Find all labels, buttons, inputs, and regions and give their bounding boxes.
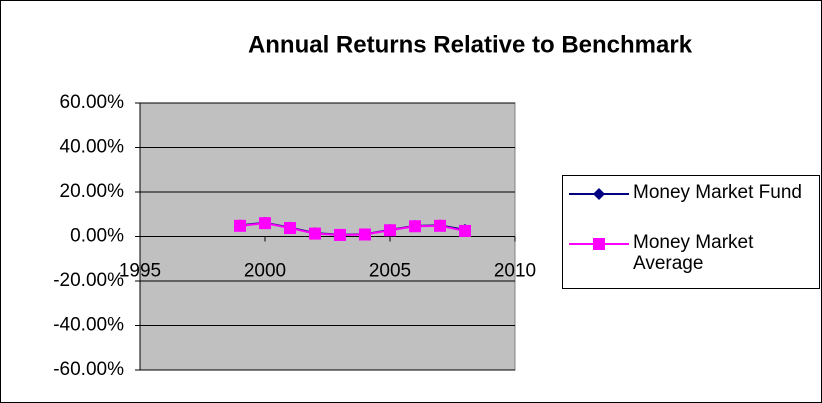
y-tick-label: 40.00% — [60, 137, 125, 158]
x-tick-label: 2000 — [244, 261, 286, 282]
data-point — [359, 228, 371, 241]
data-point — [259, 217, 271, 230]
data-point — [234, 219, 246, 232]
x-tick-label: 1995 — [119, 261, 161, 282]
data-point — [434, 219, 446, 232]
legend-label: Money Market Fund — [633, 182, 802, 203]
data-point — [334, 228, 346, 241]
y-tick-label: -40.00% — [53, 315, 124, 336]
legend-entry: Money Market Average — [569, 232, 803, 274]
legend-swatch — [569, 238, 629, 250]
y-tick-label: 60.00% — [60, 92, 125, 113]
data-point — [284, 222, 296, 235]
legend-entry: Money Market Fund — [569, 182, 803, 203]
legend-swatch — [569, 188, 629, 200]
legend-label: Money Market Average — [633, 232, 754, 274]
data-point — [384, 224, 396, 237]
y-tick-label: -60.00% — [53, 359, 124, 380]
series-line — [239, 222, 466, 236]
x-tick-label: 2005 — [369, 261, 411, 282]
data-point — [409, 220, 421, 233]
x-tick-label: 2010 — [494, 261, 536, 282]
y-tick-label: -20.00% — [53, 270, 124, 291]
chart-title: Annual Returns Relative to Benchmark — [248, 31, 693, 58]
data-point — [459, 224, 471, 237]
y-tick-label: 0.00% — [70, 226, 124, 247]
legend: Money Market Fund Money Market Average — [562, 175, 820, 289]
data-point — [309, 227, 321, 240]
y-tick-label: 20.00% — [60, 181, 125, 202]
